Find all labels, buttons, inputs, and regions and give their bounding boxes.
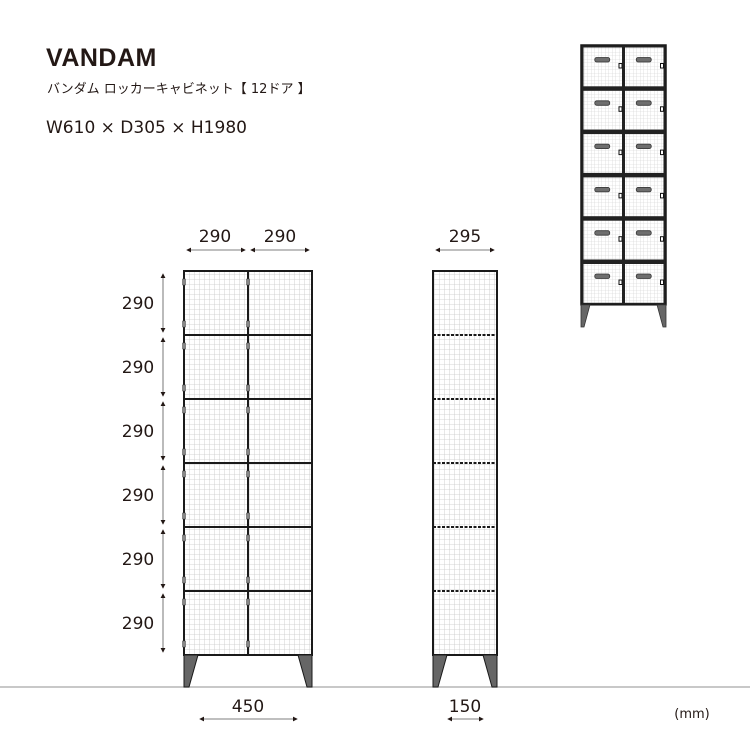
hinge-icon: [182, 278, 186, 286]
locker-door: [583, 90, 622, 130]
handle-icon: [635, 230, 652, 236]
latch-icon: [660, 149, 664, 156]
latch-icon: [618, 236, 623, 242]
hinge-icon: [182, 406, 186, 414]
latch-icon: [660, 192, 664, 199]
locker-door: [625, 220, 664, 260]
dim-front-top-right: 290: [264, 227, 296, 247]
handle-icon: [635, 273, 652, 279]
dimension-lines: [160, 247, 495, 722]
hinge-icon: [182, 640, 186, 648]
locker-door: [625, 47, 664, 87]
latch-icon: [618, 149, 623, 156]
hinge-icon: [182, 512, 186, 520]
hinge-icon: [246, 448, 250, 456]
handle-icon: [635, 143, 652, 150]
handle-icon: [594, 100, 611, 106]
handle-icon: [594, 230, 611, 236]
hinge-icon: [182, 576, 186, 584]
hinge-icon: [182, 598, 186, 606]
dim-row-4: 290: [122, 486, 154, 506]
illustration-leg-right: [656, 304, 667, 328]
latch-icon: [618, 192, 623, 199]
hinge-icon: [246, 384, 250, 392]
dim-row-3: 290: [122, 422, 154, 442]
latch-icon: [660, 236, 664, 242]
latch-icon: [618, 279, 623, 285]
latch-icon: [618, 63, 623, 69]
illustration-leg-left: [580, 304, 591, 328]
dim-side-legs: 150: [449, 697, 481, 717]
latch-icon: [660, 63, 664, 69]
hinge-icon: [246, 406, 250, 414]
product-illustration: [580, 44, 667, 328]
handle-icon: [594, 186, 611, 193]
dim-row-1: 290: [122, 294, 154, 314]
illustration-body: [580, 44, 667, 306]
side-view: [432, 270, 498, 688]
hinge-icon: [182, 320, 186, 328]
side-leg-back: [482, 654, 498, 688]
handle-icon: [635, 186, 652, 193]
dim-side-top: 295: [449, 227, 481, 247]
dim-front-legs: 450: [232, 697, 264, 717]
front-view: [182, 270, 313, 688]
dim-front-top-left: 290: [199, 227, 231, 247]
locker-door: [625, 264, 664, 303]
side-leg-front: [432, 654, 448, 688]
hinge-icon: [182, 534, 186, 542]
handle-icon: [635, 57, 652, 63]
dim-row-2: 290: [122, 358, 154, 378]
unit-label: (mm): [674, 707, 709, 722]
dim-row-6: 290: [122, 614, 154, 634]
dim-row-5: 290: [122, 550, 154, 570]
hinge-icon: [246, 534, 250, 542]
leg-right: [297, 654, 313, 688]
hinge-icon: [182, 384, 186, 392]
hinge-icon: [246, 640, 250, 648]
product-title: VANDAM: [46, 44, 157, 72]
hinge-icon: [182, 448, 186, 456]
handle-icon: [635, 100, 652, 106]
hinge-icon: [246, 320, 250, 328]
locker-door: [625, 177, 664, 217]
product-subtitle: バンダム ロッカーキャビネット【 12ドア 】: [47, 82, 311, 97]
hinge-icon: [246, 598, 250, 606]
locker-door: [583, 134, 622, 173]
hinge-icon: [246, 342, 250, 350]
locker-door: [583, 177, 622, 217]
locker-door: [625, 134, 664, 173]
leg-left: [183, 654, 199, 688]
latch-icon: [618, 106, 623, 112]
handle-icon: [594, 273, 611, 279]
handle-icon: [594, 57, 611, 63]
locker-door: [583, 47, 622, 87]
locker-door: [625, 90, 664, 130]
hinge-icon: [246, 470, 250, 478]
hinge-icon: [246, 512, 250, 520]
latch-icon: [660, 106, 664, 112]
hinge-icon: [246, 576, 250, 584]
overall-size: W610 × D305 × H1980: [46, 118, 247, 138]
hinge-icon: [182, 470, 186, 478]
locker-door: [583, 264, 622, 303]
locker-door: [583, 220, 622, 260]
latch-icon: [660, 279, 664, 285]
handle-icon: [594, 143, 611, 150]
hinge-icon: [246, 278, 250, 286]
hinge-icon: [182, 342, 186, 350]
